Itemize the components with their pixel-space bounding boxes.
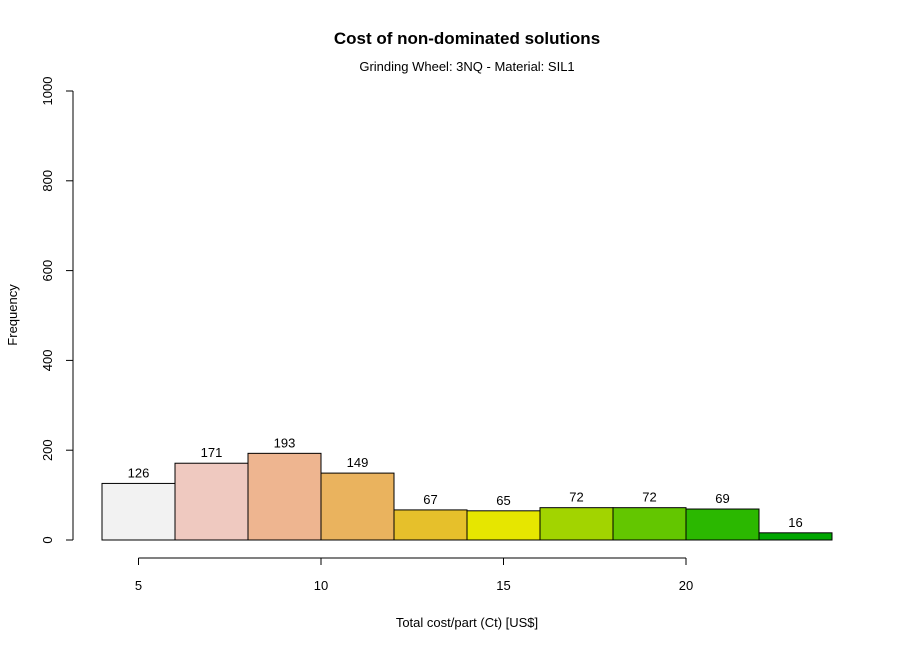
bar-value-label: 16 bbox=[788, 515, 802, 530]
histogram-bar bbox=[393, 509, 468, 541]
histogram-bar bbox=[174, 462, 249, 541]
bar-value-label: 72 bbox=[569, 490, 583, 505]
data-labels-group: 126 171 193 149 67 65 72 72 69 16 bbox=[128, 435, 803, 529]
x-axis-label: Total cost/part (Ct) [US$] bbox=[396, 615, 538, 630]
y-tick-label: 800 bbox=[40, 170, 55, 192]
bar-value-label: 149 bbox=[347, 455, 369, 470]
histogram-bar bbox=[247, 452, 322, 541]
bar-value-label: 171 bbox=[201, 445, 223, 460]
histogram-bar bbox=[685, 508, 760, 541]
bar-value-label: 69 bbox=[715, 491, 729, 506]
bar-value-label: 72 bbox=[642, 490, 656, 505]
histogram-bar bbox=[758, 532, 833, 541]
bars-group bbox=[101, 452, 833, 541]
y-tick-label: 400 bbox=[40, 350, 55, 372]
x-tick-label: 5 bbox=[135, 578, 142, 593]
histogram-bar bbox=[612, 507, 687, 541]
bar-value-label: 67 bbox=[423, 492, 437, 507]
x-tick-label: 20 bbox=[679, 578, 693, 593]
histogram-bar bbox=[466, 510, 541, 541]
x-tick-label: 15 bbox=[496, 578, 510, 593]
x-axis: 5 10 15 20 bbox=[135, 557, 693, 593]
y-axis-label: Frequency bbox=[5, 284, 20, 346]
y-tick-label: 0 bbox=[40, 536, 55, 543]
x-tick-label: 10 bbox=[314, 578, 328, 593]
bar-value-label: 65 bbox=[496, 493, 510, 508]
histogram-bar bbox=[101, 482, 176, 541]
y-tick-label: 1000 bbox=[40, 77, 55, 106]
bar-value-label: 126 bbox=[128, 465, 150, 480]
chart-title: Cost of non-dominated solutions bbox=[334, 29, 600, 48]
y-tick-label: 600 bbox=[40, 260, 55, 282]
y-axis: 0 200 400 600 800 1000 bbox=[40, 77, 74, 544]
histogram-bar bbox=[320, 472, 395, 541]
bar-value-label: 193 bbox=[274, 435, 296, 450]
histogram-bar bbox=[539, 507, 614, 541]
chart-subtitle: Grinding Wheel: 3NQ - Material: SIL1 bbox=[359, 59, 574, 74]
y-tick-label: 200 bbox=[40, 439, 55, 461]
